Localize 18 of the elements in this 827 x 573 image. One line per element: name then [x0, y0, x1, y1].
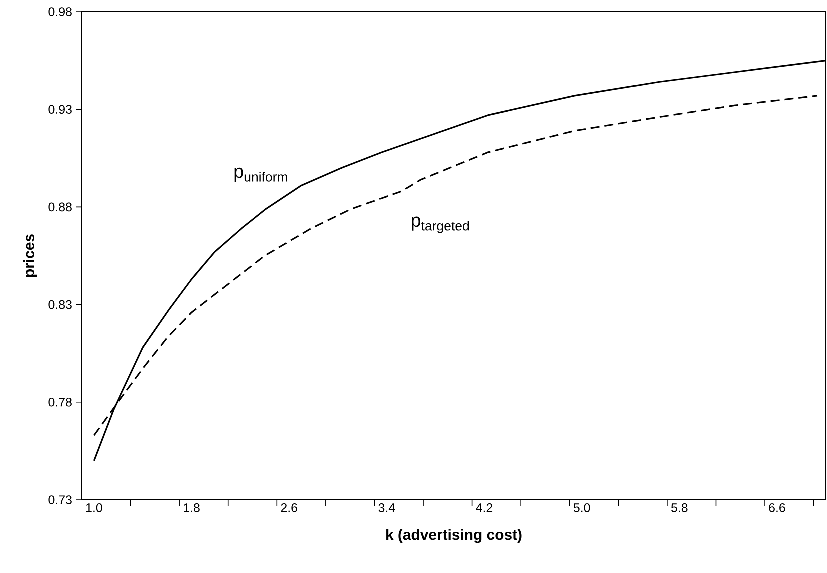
- x-tick-label: 5.8: [671, 504, 688, 512]
- y-tick-label: 0.83: [48, 300, 72, 310]
- y-tick-label: 0.98: [48, 8, 72, 16]
- y-axis-title: prices: [23, 234, 38, 278]
- y-tick-label: 0.88: [48, 202, 72, 212]
- x-tick-label: 5.0: [574, 504, 590, 512]
- series-label: p$_{targeted}$: [412, 216, 470, 234]
- x-tick-label: 6.6: [769, 504, 786, 512]
- x-tick-label: 1.8: [184, 504, 200, 512]
- x-tick-label: 1.0: [86, 504, 102, 512]
- x-tick-label: 2.6: [281, 504, 298, 512]
- y-tick-label: 0.78: [48, 398, 72, 407]
- series-label: p$_{uniform}$: [234, 168, 288, 182]
- x-axis-title: k (advertising cost): [386, 529, 522, 544]
- y-tick-label: 0.73: [48, 496, 72, 504]
- x-tick-label: 4.2: [476, 504, 493, 512]
- x-tick-label: 3.4: [378, 504, 396, 512]
- y-tick-label: 0.93: [48, 105, 72, 114]
